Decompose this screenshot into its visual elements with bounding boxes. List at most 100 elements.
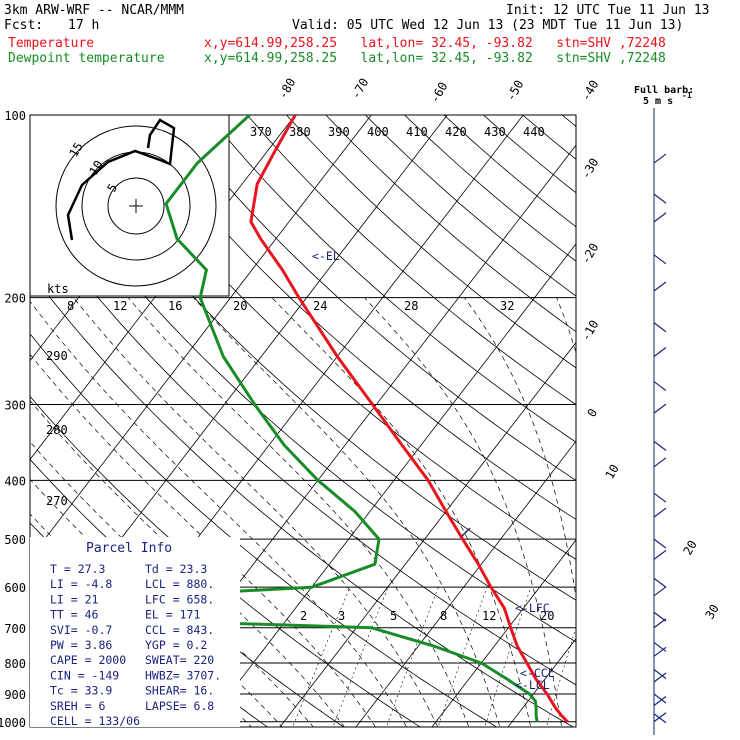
isotherm-label: -70 (348, 76, 371, 102)
wind-barb (653, 403, 667, 414)
dry-adiabat (168, 115, 576, 481)
hodograph-speed-label: 20 (233, 299, 247, 313)
isotherm (279, 341, 576, 727)
init-time: Init: 12 UTC Tue 11 Jun 13 (506, 3, 710, 18)
wind-key-title: Full barb: (634, 85, 694, 96)
wind-barb (653, 281, 667, 292)
mixing-ratio-label: 3 (338, 609, 345, 623)
mixing-ratio-label: 12 (482, 609, 496, 623)
mixing-ratio-label: 5 (390, 609, 397, 623)
wind-barb (653, 457, 667, 468)
dry-adiabat (561, 115, 576, 127)
theta-e-label: 410 (406, 125, 428, 139)
forecast-label: Fcst: (4, 18, 44, 33)
dry-adiabat (286, 115, 576, 369)
wind-barb (653, 672, 667, 683)
pressure-tick-label: 300 (4, 399, 26, 413)
moist-adiabat (73, 297, 439, 727)
hodograph-speed-label: 12 (113, 299, 127, 313)
wind-key-exponent: -1 (682, 91, 692, 100)
parcel-info-left: SVI= -0.7 (50, 623, 112, 637)
mixing-ratio-line (484, 587, 532, 727)
valid-time: Valid: 05 UTC Wed 12 Jun 13 (23 MDT Tue … (292, 18, 684, 33)
dewpoint-location: x,y=614.99,258.25 lat,lon= 32.45, -93.82… (204, 51, 666, 66)
isotherm-label: -40 (578, 78, 601, 104)
mixing-ratio-line (546, 626, 576, 727)
wind-barb (653, 322, 667, 333)
parcel-info-title: Parcel Info (86, 541, 172, 556)
parcel-info-left: CAPE = 2000 (50, 653, 126, 667)
dry-adiabat (49, 115, 576, 601)
wind-barb (653, 713, 667, 724)
dewpoint-profile (30, 115, 539, 723)
parcel-info-right: LAPSE= 6.8 (145, 699, 214, 713)
dry-adiabat (443, 115, 576, 228)
pressure-tick-label: 900 (4, 688, 26, 702)
isotherm (0, 101, 2, 734)
isotherm (355, 440, 576, 727)
moist-adiabat (193, 297, 501, 727)
parcel-info-right: HWBZ= 3707. (145, 668, 221, 682)
isotherm-label: -20 (578, 241, 601, 267)
lcl-label: <-LCL (515, 678, 550, 692)
hodograph-trace (66, 118, 176, 241)
temperature-legend: Temperature (8, 36, 95, 51)
wind-barb (653, 346, 667, 357)
temperature-location: x,y=614.99,258.25 lat,lon= 32.45, -93.82… (204, 36, 666, 51)
hodograph-ring-label: 15 (66, 140, 85, 160)
wind-barb (653, 381, 667, 392)
hodograph-speed-label: 8 (67, 299, 74, 313)
dry-adiabat (404, 115, 576, 262)
isotherm-label: -50 (503, 78, 526, 104)
moist-adiabat (271, 297, 532, 727)
wind-barb (653, 440, 667, 451)
parcel-info-left: T = 27.3 (50, 562, 105, 576)
parcel-info-right: SHEAR= 16. (145, 684, 214, 698)
parcel-info-left: LI = 21 (50, 592, 99, 606)
theta-label: 280 (46, 423, 68, 437)
wind-barb (653, 712, 667, 723)
wind-barbs: Full barb: 5 m s -1 (634, 85, 694, 735)
wind-barb (653, 669, 667, 679)
moist-adiabat (127, 297, 470, 727)
theta-e-label: 440 (523, 125, 545, 139)
forecast-hour: 17 h (68, 18, 100, 33)
hodograph-ring-label: 10 (86, 158, 105, 178)
parcel-info-left: PW = 3.86 (50, 638, 112, 652)
el-label: <-EL (312, 249, 340, 263)
wind-barb (653, 153, 667, 164)
parcel-info-right: EL = 171 (145, 608, 200, 622)
temperature-profile (249, 115, 569, 723)
theta-label: 270 (46, 494, 68, 508)
isotherm (654, 101, 740, 734)
dry-adiabat (483, 115, 576, 194)
wind-barb (653, 549, 667, 560)
moist-adiabat (364, 297, 563, 727)
mixing-ratio-label: 8 (440, 609, 447, 623)
theta-label: 290 (46, 349, 68, 363)
dry-adiabat (30, 207, 576, 686)
dry-adiabat (207, 115, 576, 443)
isotherm-label: 20 (680, 538, 699, 558)
theta-e-label: 430 (484, 125, 506, 139)
hodograph-ring-5 (107, 177, 165, 235)
pressure-tick-label: 700 (4, 622, 26, 636)
mixing-ratio-line (437, 587, 488, 727)
isotherm-label: 30 (702, 602, 721, 622)
wind-barb (653, 212, 667, 223)
model-title: 3km ARW-WRF -- NCAR/MMM (4, 3, 185, 18)
wind-barb (653, 193, 667, 204)
moist-adiabat (556, 297, 576, 354)
isotherm (203, 243, 576, 727)
wind-barb (653, 538, 667, 549)
isotherm (30, 115, 372, 559)
pressure-tick-label: 600 (4, 581, 26, 595)
hodograph-ring-15 (55, 125, 217, 287)
theta-e-label: 420 (445, 125, 467, 139)
isotherm-label: -30 (578, 156, 601, 182)
mixing-ratio-line (292, 587, 351, 727)
theta-e-label: 380 (289, 125, 311, 139)
moist-adiabat (30, 353, 376, 727)
mixing-ratio-line (386, 587, 439, 727)
parcel-info-right: LCL = 880. (145, 577, 214, 591)
